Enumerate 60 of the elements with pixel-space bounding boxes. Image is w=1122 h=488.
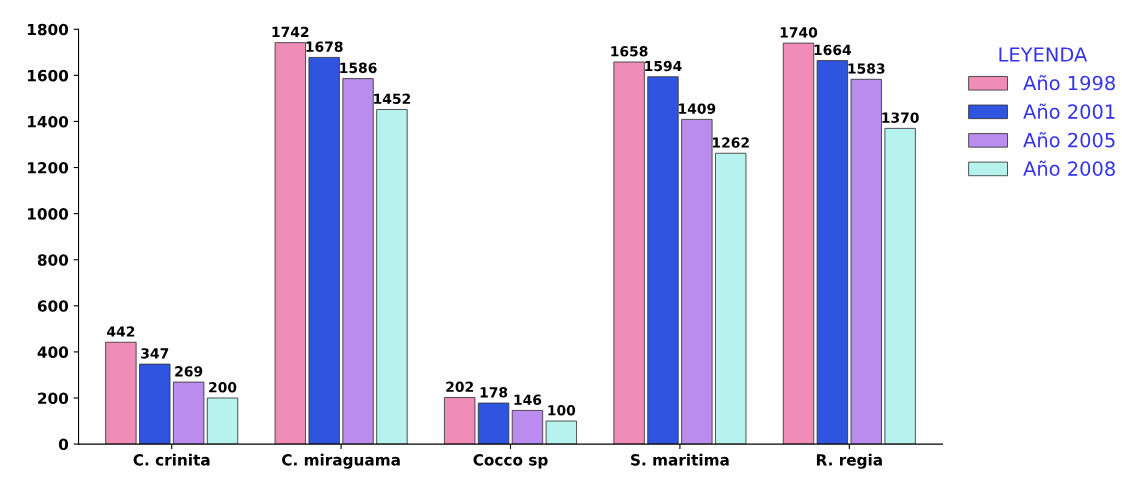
- data-label: 100: [548, 405, 576, 416]
- data-label: 1409: [679, 103, 716, 114]
- legend-title: LEYENDA: [999, 47, 1088, 62]
- data-label: 1262: [712, 137, 749, 148]
- bar: [206, 397, 239, 445]
- y-tick-label: 1200: [28, 162, 69, 174]
- data-label: 1740: [780, 27, 818, 38]
- bar: [511, 410, 544, 445]
- y-tick-label: 600: [37, 300, 69, 312]
- legend-label: Año 1998: [1023, 74, 1115, 91]
- bar: [782, 42, 815, 445]
- y-tick-label: 400: [37, 346, 69, 358]
- bar: [444, 397, 476, 445]
- data-label: 1678: [306, 41, 343, 52]
- legend-label: Año 2005: [1023, 132, 1115, 148]
- data-label: 178: [480, 387, 508, 398]
- y-tick-label: 1600: [28, 69, 69, 82]
- bar: [274, 42, 306, 445]
- y-tick-label: 1800: [28, 23, 69, 36]
- y-tick-label: 800: [37, 254, 69, 266]
- bar: [139, 363, 171, 445]
- bar: [816, 60, 849, 445]
- bar: [477, 402, 510, 445]
- data-label: 269: [175, 366, 203, 377]
- data-label: 1594: [645, 60, 682, 72]
- x-tick-label: S. maritima: [631, 453, 729, 466]
- bar: [681, 118, 713, 445]
- data-label: 202: [446, 381, 473, 393]
- data-label: 442: [107, 326, 135, 337]
- bar: [884, 127, 916, 445]
- bar: [715, 152, 747, 445]
- bar: [342, 78, 374, 445]
- y-tick-label: 1000: [28, 208, 69, 220]
- x-tick-label: R. regia: [816, 453, 882, 469]
- data-label: 1583: [848, 63, 885, 74]
- data-label: 200: [209, 382, 237, 393]
- bar: [647, 76, 679, 445]
- data-label: 1586: [340, 62, 377, 74]
- data-label: 1742: [272, 26, 309, 37]
- y-tick-label: 0: [58, 438, 69, 451]
- data-label: 1452: [374, 93, 411, 105]
- data-label: 1664: [814, 44, 852, 56]
- x-tick-label: C. miraguama: [282, 453, 400, 469]
- data-label: 146: [514, 394, 542, 405]
- x-tick-label: Cocco sp: [473, 454, 548, 469]
- bar: [850, 78, 882, 445]
- bar: [308, 56, 340, 445]
- legend-label: Año 2008: [1023, 160, 1115, 176]
- y-tick-label: 200: [38, 392, 69, 405]
- bar: [172, 381, 205, 445]
- legend-label: Año 2001: [1023, 103, 1115, 119]
- data-label: 1658: [611, 46, 648, 57]
- y-tick-label: 1400: [28, 115, 69, 128]
- bar: [613, 61, 645, 445]
- x-tick-label: C. crinita: [133, 453, 210, 466]
- bar: [545, 420, 577, 445]
- bar: [376, 109, 408, 445]
- data-label: 1370: [882, 112, 919, 123]
- data-label: 347: [141, 348, 169, 359]
- bar: [105, 341, 137, 445]
